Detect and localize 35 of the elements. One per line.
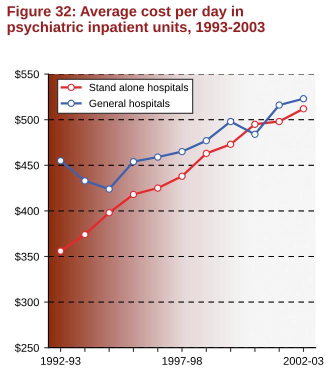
point [276, 118, 283, 126]
legend-label: General hospitals [89, 99, 170, 110]
legend-label: Stand alone hospitals [89, 83, 188, 94]
point [276, 101, 283, 109]
point [56, 157, 64, 164]
y-tick-label: $550 [14, 70, 39, 79]
point [300, 105, 308, 112]
y-tick-label: $500 [14, 116, 39, 124]
point [154, 153, 162, 161]
point [81, 177, 89, 184]
point [202, 150, 210, 158]
point [178, 172, 186, 180]
y-tick-label: $450 [14, 161, 39, 170]
chart-title: Figure 32: Average cost per day in psychiatric inpatient units, 1993-2003 [8, 6, 265, 36]
point [251, 120, 259, 128]
y-tick-label: $400 [14, 206, 39, 216]
point [178, 148, 186, 156]
point [81, 230, 89, 238]
point [202, 136, 210, 144]
x-tick-label: 2002-03 [284, 357, 324, 365]
point [300, 95, 308, 102]
x-tick-label: 1992-93 [41, 357, 80, 365]
y-tick-label: $350 [14, 252, 39, 262]
point [105, 209, 113, 216]
y-tick-label: $250 [14, 344, 39, 352]
point [251, 130, 259, 138]
y-tick-label: $300 [14, 298, 39, 307]
point [226, 140, 234, 148]
point [130, 158, 138, 166]
x-tick-label: 1997-98 [162, 357, 202, 365]
point [105, 185, 113, 193]
point [130, 190, 138, 198]
point [226, 118, 234, 126]
point [56, 247, 64, 255]
point [154, 184, 162, 192]
